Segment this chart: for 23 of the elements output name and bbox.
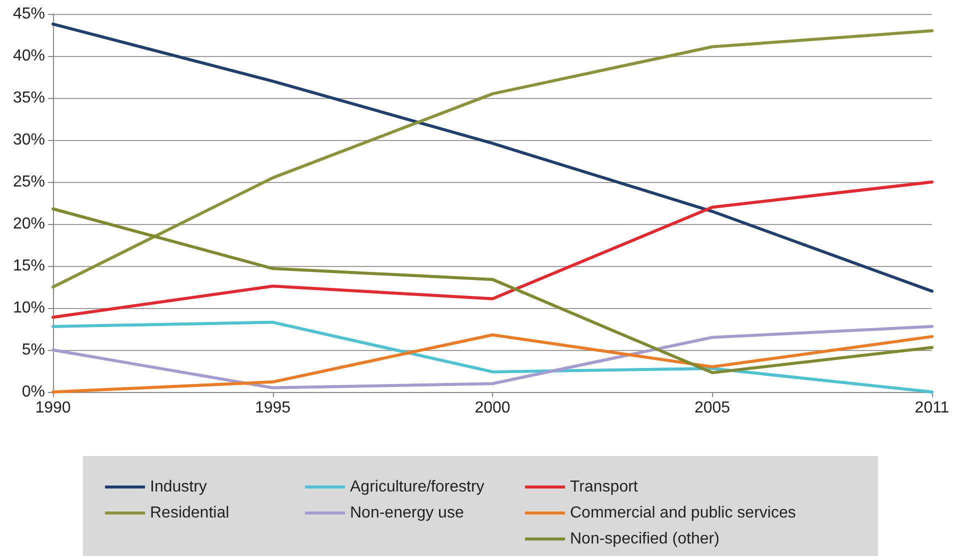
y-tick-label: 0% (22, 384, 45, 400)
x-tick-label: 1990 (35, 400, 71, 416)
y-tick-label: 35% (12, 90, 45, 106)
legend-label: Residential (150, 504, 230, 522)
x-tick-label: 1995 (254, 400, 291, 416)
y-tick-label: 30% (12, 132, 45, 148)
legend-label: Industry (150, 478, 207, 496)
y-tick-label: 10% (12, 300, 45, 316)
y-tick-label: 25% (12, 174, 45, 190)
y-tick-label: 5% (22, 342, 45, 358)
legend-label: Non-energy use (350, 504, 464, 522)
x-tick-label: 2005 (694, 400, 730, 416)
x-tick-label: 2000 (474, 400, 510, 416)
y-tick-label: 45% (12, 6, 45, 22)
y-tick-label: 40% (12, 48, 45, 64)
legend-label: Agriculture/forestry (350, 478, 484, 496)
line-series (52, 180, 934, 319)
y-tick-label: 20% (12, 216, 45, 232)
legend-label: Non-specified (other) (570, 530, 720, 548)
legend-label: Commercial and public services (570, 504, 796, 522)
y-tick-label: 15% (12, 258, 45, 274)
legend-label: Transport (570, 478, 638, 496)
x-tick-label: 2011 (914, 400, 950, 416)
